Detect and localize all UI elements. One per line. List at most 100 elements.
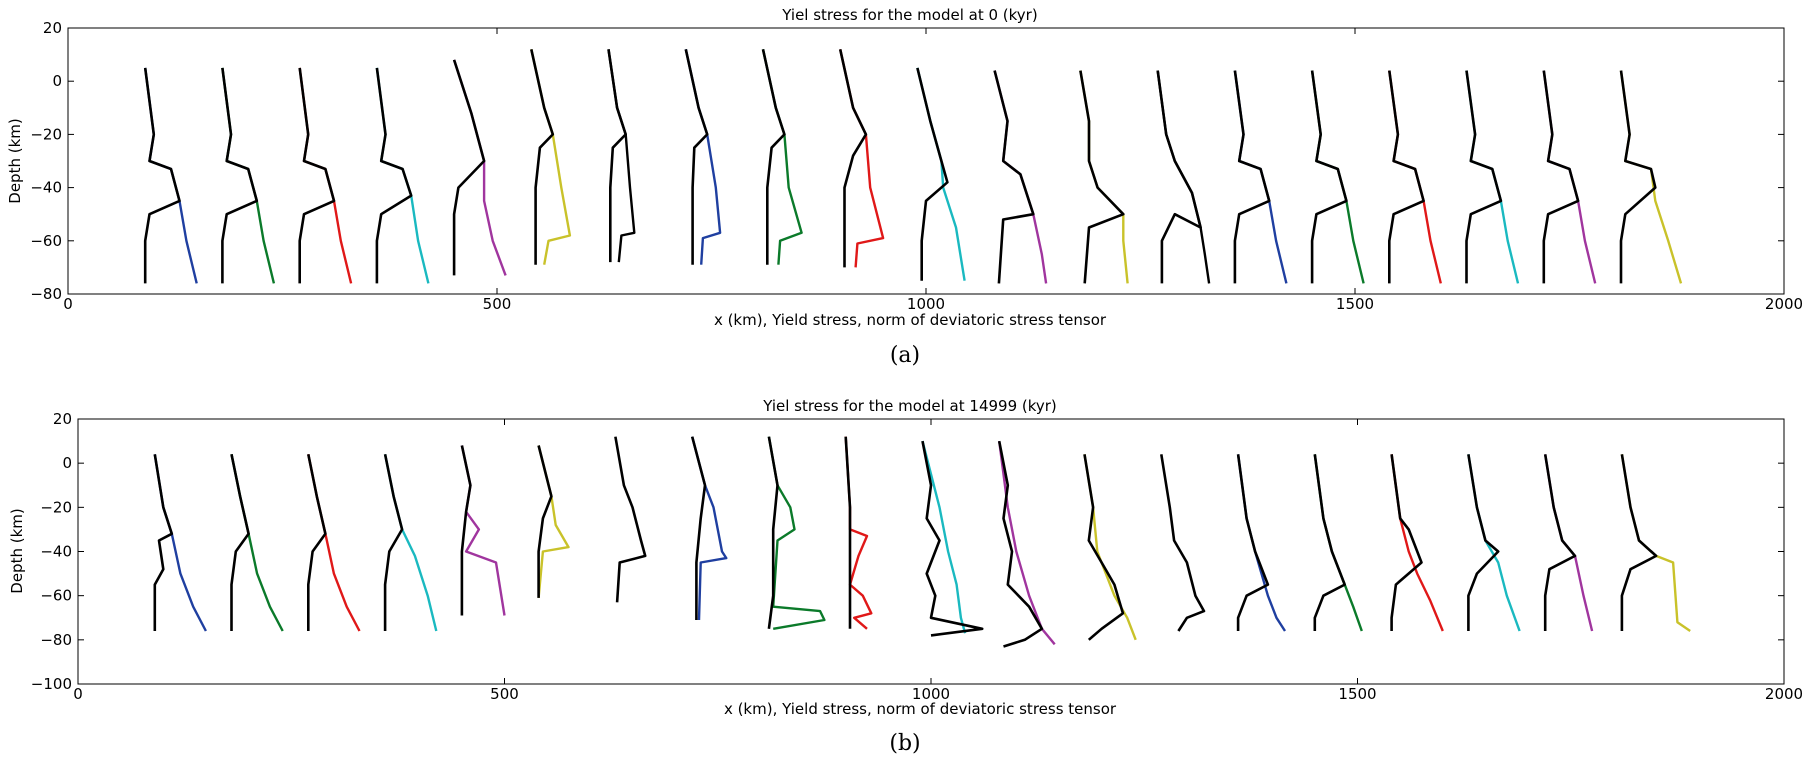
- stress-profile-line-1: [153, 454, 207, 632]
- yield-stress-line-12: [993, 70, 1035, 284]
- yield-stress-line-1: [143, 67, 181, 284]
- yield-stress-line-15: [1233, 70, 1271, 284]
- stress-profile-line-13: [1236, 454, 1287, 632]
- stress-profile-line-18: [1465, 70, 1520, 284]
- yield-stress-line-20: [1620, 454, 1658, 631]
- yield-stress-line-5: [460, 445, 472, 616]
- panel-b-x-ticks: 0 500 1000 1500 2000: [73, 419, 1803, 703]
- yield-stress-line-20: [1619, 70, 1657, 284]
- stress-profile-line-20: [1619, 70, 1683, 284]
- yield-stress-line-8: [690, 436, 707, 620]
- yield-stress-line-13: [1079, 70, 1125, 284]
- yield-stress-line-9: [761, 49, 786, 265]
- panel-a-title: Yiel stress for the model at 0 (kyr): [781, 6, 1037, 24]
- y-tick-label: −40: [30, 179, 62, 197]
- yield-stress-line-10: [844, 436, 852, 629]
- yield-stress-line-16: [1310, 70, 1348, 284]
- stress-profile-line-10: [921, 440, 967, 634]
- yield-stress-line-7: [614, 436, 647, 603]
- stress-profile-line-14: [1313, 454, 1363, 632]
- stress-profile-line-3: [298, 67, 353, 284]
- panel-b-title: Yiel stress for the model at 14999 (kyr): [762, 397, 1057, 415]
- stress-profile-line-8: [684, 49, 722, 265]
- stress-profile-line-3: [307, 454, 361, 632]
- panel-a-y-ticks: 20 0 −20 −40 −60 −80: [30, 19, 1784, 303]
- yield-stress-line-13: [1083, 454, 1125, 641]
- x-tick-label: 1000: [907, 295, 945, 313]
- y-tick-label: 20: [43, 19, 62, 37]
- yield-stress-line-17: [1390, 454, 1423, 631]
- stress-profile-line-6: [530, 49, 572, 265]
- panel-a-y-axis-label: Depth (km): [6, 118, 24, 203]
- yield-stress-line-5: [452, 59, 486, 276]
- stress-profile-line-11: [998, 440, 1056, 646]
- yield-stress-line-11: [916, 67, 949, 281]
- stress-profile-line-4: [375, 67, 430, 284]
- x-tick-label: 2000: [1765, 295, 1803, 313]
- panel-b-y-axis-label: Depth (km): [8, 508, 26, 593]
- yield-stress-line-9: [767, 436, 779, 629]
- panel-a-plot-frame: [67, 27, 1785, 295]
- stress-profile-line-19: [1542, 70, 1597, 284]
- y-tick-label: −100: [31, 675, 72, 693]
- x-tick-label: 1000: [912, 685, 950, 703]
- panel-b: Yiel stress for the model at 14999 (kyr)…: [8, 397, 1803, 756]
- yield-stress-line-17: [1388, 70, 1425, 284]
- yield-stress-line-19: [1542, 70, 1580, 284]
- y-tick-label: 20: [53, 410, 72, 428]
- yield-stress-line-3: [298, 67, 336, 284]
- yield-stress-line-2: [230, 454, 250, 631]
- yield-stress-line-2: [221, 67, 259, 284]
- x-tick-label: 500: [490, 685, 519, 703]
- stress-profile-line-2: [230, 454, 284, 632]
- yield-stress-line-18: [1465, 70, 1503, 284]
- stress-profile-line-16: [1467, 454, 1521, 632]
- yield-stress-line-18: [1467, 454, 1500, 631]
- yield-stress-line-8: [684, 49, 709, 265]
- stress-profile-line-16: [1310, 70, 1365, 284]
- panel-a-x-axis-label: x (km), Yield stress, norm of deviatoric…: [714, 311, 1107, 329]
- y-tick-label: −60: [40, 587, 72, 605]
- stress-profile-line-18: [1620, 454, 1691, 632]
- y-tick-label: −20: [30, 125, 62, 143]
- panel-a-caption: (a): [890, 343, 920, 368]
- panel-b-x-axis-label: x (km), Yield stress, norm of deviatoric…: [724, 700, 1117, 718]
- stress-profile-line-17: [1388, 70, 1442, 284]
- x-tick-label: 1500: [1336, 295, 1374, 313]
- yield-stress-line-6: [530, 49, 555, 265]
- yield-stress-line-4: [383, 454, 404, 631]
- y-tick-label: 0: [62, 454, 72, 472]
- y-tick-label: −20: [40, 498, 72, 516]
- stress-profile-line-4: [383, 454, 438, 632]
- panel-a-x-ticks: 0 500 1000 1500 2000: [63, 28, 1803, 313]
- yield-stress-line-14: [1156, 70, 1202, 284]
- yield-stress-line-14: [1160, 454, 1206, 632]
- stress-profile-line-1: [144, 67, 198, 284]
- yield-stress-line-3: [307, 454, 327, 631]
- x-tick-label: 1500: [1338, 685, 1376, 703]
- panel-a: Yiel stress for the model at 0 (kyr) 200…: [6, 6, 1803, 368]
- stress-profile-line-17: [1544, 454, 1594, 632]
- yield-stress-line-7: [607, 49, 627, 263]
- panel-b-profiles: [153, 436, 1691, 648]
- yield-stress-line-16: [1313, 454, 1346, 631]
- x-tick-label: 0: [73, 685, 83, 703]
- yield-stress-line-4: [375, 67, 413, 284]
- stress-profile-line-15: [1390, 454, 1444, 632]
- stress-profile-line-8: [767, 436, 826, 630]
- x-tick-label: 2000: [1765, 685, 1803, 703]
- panel-b-y-ticks: 20 0 −20 −40 −60 −80 −100: [31, 410, 1784, 693]
- yield-stress-line-15: [1236, 454, 1270, 631]
- y-tick-label: −80: [30, 285, 62, 303]
- x-tick-label: 0: [63, 295, 73, 313]
- yield-stress-line-10: [838, 49, 868, 268]
- panel-a-profiles: [143, 49, 1683, 284]
- x-tick-label: 500: [483, 295, 512, 313]
- panel-b-caption: (b): [889, 731, 920, 756]
- yield-stress-line-11: [921, 440, 984, 637]
- yield-stress-line-6: [537, 445, 553, 598]
- y-tick-label: −60: [30, 232, 62, 250]
- y-tick-label: −80: [40, 631, 72, 649]
- yield-stress-line-19: [1543, 454, 1577, 631]
